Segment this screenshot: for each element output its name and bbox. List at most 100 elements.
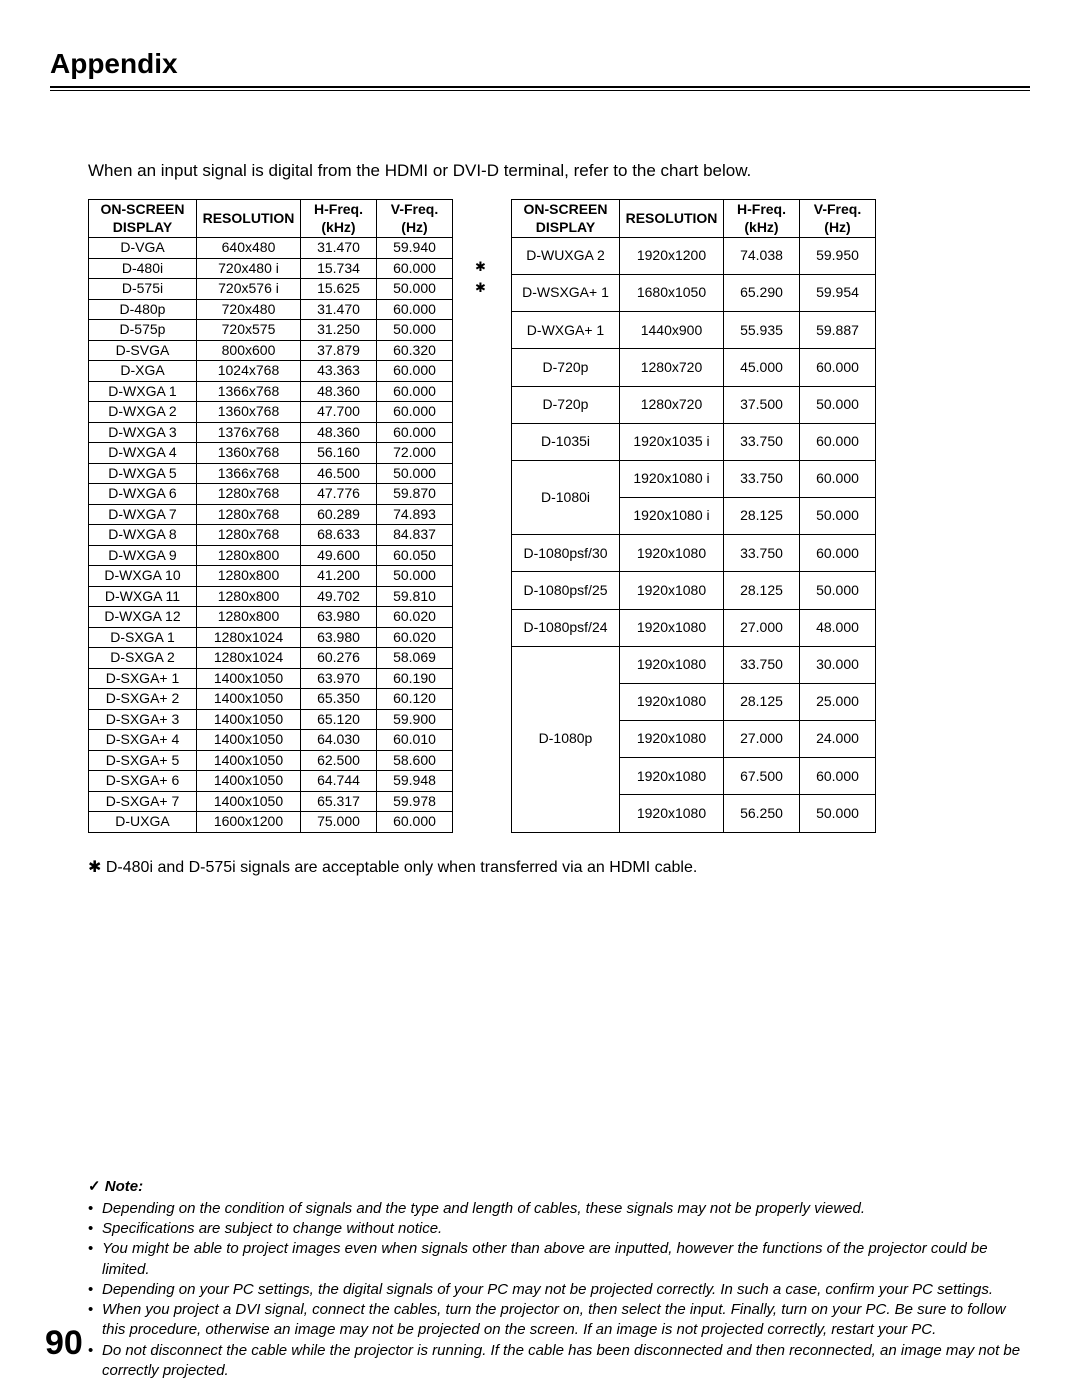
cell: 1024x768 <box>197 361 301 382</box>
cell: 62.500 <box>301 750 377 771</box>
cell: 46.500 <box>301 463 377 484</box>
cell: 60.320 <box>377 340 453 361</box>
table-row: D-WXGA 31376x76848.36060.000 <box>89 422 453 443</box>
note-item: When you project a DVI signal, connect t… <box>88 1300 1030 1341</box>
cell: D-480p <box>89 299 197 320</box>
cell: 1400x1050 <box>197 668 301 689</box>
cell: 28.125 <box>724 683 800 720</box>
cell: 50.000 <box>800 386 876 423</box>
table-row: D-1080i1920x1080 i33.75060.000 <box>512 460 876 497</box>
cell: 31.470 <box>301 238 377 259</box>
cell: D-720p <box>512 349 620 386</box>
cell: 59.948 <box>377 771 453 792</box>
asterisk-icon: ✱ <box>475 259 486 275</box>
cell: 1376x768 <box>197 422 301 443</box>
cell: 74.038 <box>724 238 800 275</box>
col-hfreq: H-Freq.(kHz) <box>724 200 800 238</box>
note-block: Note: Depending on the condition of sign… <box>88 1177 1030 1382</box>
cell: 74.893 <box>377 504 453 525</box>
note-item: Specifications are subject to change wit… <box>88 1219 1030 1239</box>
cell: 1280x768 <box>197 484 301 505</box>
cell: 1400x1050 <box>197 750 301 771</box>
cell: 60.000 <box>800 423 876 460</box>
cell: D-1080psf/25 <box>512 572 620 609</box>
cell: 60.000 <box>377 299 453 320</box>
page-title: Appendix <box>50 48 1030 80</box>
cell: D-WXGA 3 <box>89 422 197 443</box>
cell: 37.500 <box>724 386 800 423</box>
cell: 49.702 <box>301 586 377 607</box>
table-row: D-575i720x576 i15.62550.000 <box>89 279 453 300</box>
cell: D-WXGA+ 1 <box>512 312 620 349</box>
cell: 28.125 <box>724 572 800 609</box>
cell: 33.750 <box>724 535 800 572</box>
cell: D-1035i <box>512 423 620 460</box>
cell: D-UXGA <box>89 812 197 833</box>
table-row: D-SXGA+ 71400x105065.31759.978 <box>89 791 453 812</box>
cell: 1280x800 <box>197 586 301 607</box>
cell: 31.250 <box>301 320 377 341</box>
col-resolution: RESOLUTION <box>620 200 724 238</box>
col-vfreq: V-Freq.(Hz) <box>377 200 453 238</box>
table-row: D-SXGA 21280x102460.27658.069 <box>89 648 453 669</box>
cell: D-XGA <box>89 361 197 382</box>
note-item: Do not disconnect the cable while the pr… <box>88 1341 1030 1382</box>
table-row: D-WXGA 21360x76847.70060.000 <box>89 402 453 423</box>
table-row: D-XGA1024x76843.36360.000 <box>89 361 453 382</box>
cell: 1280x768 <box>197 525 301 546</box>
cell: D-WXGA 10 <box>89 566 197 587</box>
cell: 1680x1050 <box>620 275 724 312</box>
note-heading: Note: <box>88 1178 143 1195</box>
cell: D-SXGA+ 7 <box>89 791 197 812</box>
cell: 58.069 <box>377 648 453 669</box>
cell: 60.000 <box>800 460 876 497</box>
cell: D-1080psf/24 <box>512 609 620 646</box>
cell: 56.160 <box>301 443 377 464</box>
cell: D-WXGA 4 <box>89 443 197 464</box>
cell: D-SXGA+ 4 <box>89 730 197 751</box>
cell: D-1080psf/30 <box>512 535 620 572</box>
cell: 1360x768 <box>197 402 301 423</box>
cell: 60.050 <box>377 545 453 566</box>
table-row: D-SXGA+ 31400x105065.12059.900 <box>89 709 453 730</box>
cell: 1920x1080 <box>620 721 724 758</box>
cell: 50.000 <box>377 279 453 300</box>
cell: D-SVGA <box>89 340 197 361</box>
table-row: D-WXGA 51366x76846.50050.000 <box>89 463 453 484</box>
cell: 50.000 <box>800 795 876 832</box>
asterisk-icon: ✱ <box>475 280 486 296</box>
cell: D-SXGA+ 6 <box>89 771 197 792</box>
cell: 1280x768 <box>197 504 301 525</box>
cell: 1920x1080 <box>620 646 724 683</box>
cell: 1280x1024 <box>197 648 301 669</box>
rule <box>50 86 1030 88</box>
cell: 60.000 <box>377 812 453 833</box>
cell: 15.625 <box>301 279 377 300</box>
table-row: D-SXGA+ 11400x105063.97060.190 <box>89 668 453 689</box>
cell: 1360x768 <box>197 443 301 464</box>
table-row: D-UXGA1600x120075.00060.000 <box>89 812 453 833</box>
table-row: D-SXGA+ 41400x105064.03060.010 <box>89 730 453 751</box>
cell: 24.000 <box>800 721 876 758</box>
cell: 60.000 <box>800 758 876 795</box>
cell: 48.000 <box>800 609 876 646</box>
cell: D-SXGA+ 2 <box>89 689 197 710</box>
cell: 30.000 <box>800 646 876 683</box>
cell: 1400x1050 <box>197 771 301 792</box>
cell: 60.000 <box>377 402 453 423</box>
cell: 59.954 <box>800 275 876 312</box>
cell: D-WXGA 2 <box>89 402 197 423</box>
cell: 47.700 <box>301 402 377 423</box>
table-row: D-SXGA 11280x102463.98060.020 <box>89 627 453 648</box>
cell: 84.837 <box>377 525 453 546</box>
asterisk-icon: ✱ <box>88 859 101 876</box>
table-row: D-WXGA 101280x80041.20050.000 <box>89 566 453 587</box>
table-row: D-WUXGA 21920x120074.03859.950 <box>512 238 876 275</box>
signal-table-right: ON-SCREENDISPLAY RESOLUTION H-Freq.(kHz)… <box>511 199 876 833</box>
cell: 59.810 <box>377 586 453 607</box>
cell: 48.360 <box>301 381 377 402</box>
cell: 59.950 <box>800 238 876 275</box>
cell: 720x480 <box>197 299 301 320</box>
cell: 59.887 <box>800 312 876 349</box>
cell: 60.010 <box>377 730 453 751</box>
